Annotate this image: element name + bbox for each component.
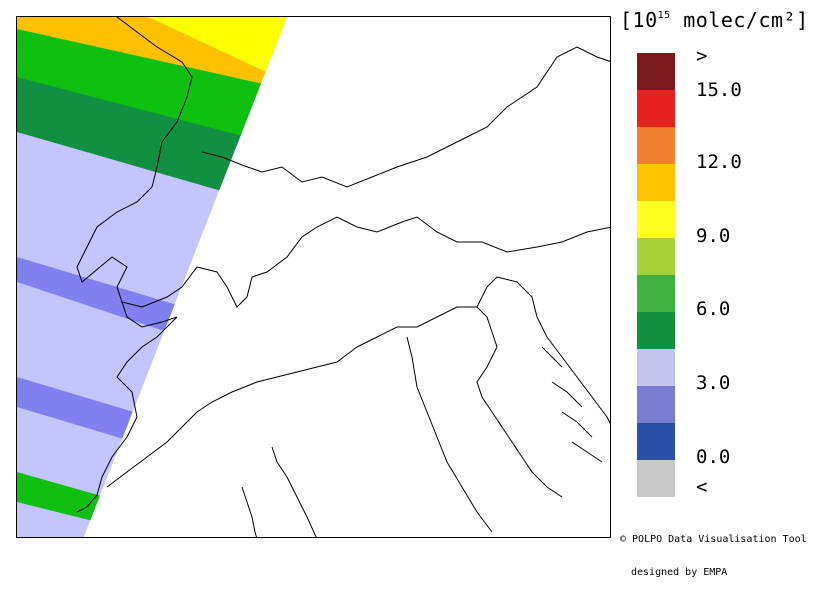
swatch-4 bbox=[637, 349, 675, 386]
islands-dalmatian-1 bbox=[541, 346, 563, 368]
islands-dalmatian-3 bbox=[561, 411, 593, 438]
swatch-7 bbox=[637, 275, 675, 312]
credit-line-1: © POLPO Data Visualisation Tool bbox=[620, 534, 807, 545]
tick-label-12: 12.0 bbox=[696, 151, 742, 173]
satellite-swath bbox=[17, 17, 287, 537]
tick-label-9: 9.0 bbox=[696, 225, 731, 247]
credit-text: © POLPO Data Visualisation Tool designed… bbox=[620, 512, 807, 600]
border-italy-west bbox=[76, 301, 178, 513]
coast-istria-croatia bbox=[476, 276, 610, 425]
tick-label-gt: > bbox=[696, 45, 708, 67]
border-france-germany bbox=[116, 17, 193, 188]
border-alps-north bbox=[201, 46, 610, 188]
coast-liguria bbox=[106, 346, 358, 488]
coast-adriatic-italy bbox=[406, 336, 493, 533]
unit-label: [1015 molec/cm²] bbox=[620, 8, 809, 32]
coast-italy-east bbox=[356, 306, 563, 498]
swath-band-darkgreen bbox=[17, 77, 277, 207]
swatch-1 bbox=[637, 423, 675, 460]
coast-corsica bbox=[241, 486, 257, 537]
swatch-9 bbox=[637, 238, 675, 275]
map-panel bbox=[16, 16, 611, 538]
border-switzerland bbox=[76, 186, 610, 308]
swatch-lt bbox=[637, 460, 675, 497]
credit-line-2: designed by EMPA bbox=[631, 567, 728, 578]
islands-dalmatian-2 bbox=[551, 381, 583, 408]
swatch-3 bbox=[637, 386, 675, 423]
swatch-10 bbox=[637, 201, 675, 238]
colorbar-legend: [1015 molec/cm²] > 15.0 12.0 9.0 6.0 3.0… bbox=[612, 0, 813, 578]
tick-label-15: 15.0 bbox=[696, 79, 742, 101]
map-canvas bbox=[17, 17, 610, 537]
tick-label-3: 3.0 bbox=[696, 372, 731, 394]
tick-label-0: 0.0 bbox=[696, 446, 731, 468]
swatch-13 bbox=[637, 127, 675, 164]
swatch-15 bbox=[637, 90, 675, 127]
tick-label-lt: < bbox=[696, 476, 708, 498]
coastlines-and-borders bbox=[76, 17, 610, 537]
swath-band-green-top bbox=[17, 29, 277, 147]
tick-label-6: 6.0 bbox=[696, 298, 731, 320]
swatch-gt bbox=[637, 53, 675, 90]
swatch-6 bbox=[637, 312, 675, 349]
coast-tyrrhenian bbox=[271, 446, 317, 537]
swatch-12 bbox=[637, 164, 675, 201]
islands-dalmatian-4 bbox=[571, 441, 603, 463]
